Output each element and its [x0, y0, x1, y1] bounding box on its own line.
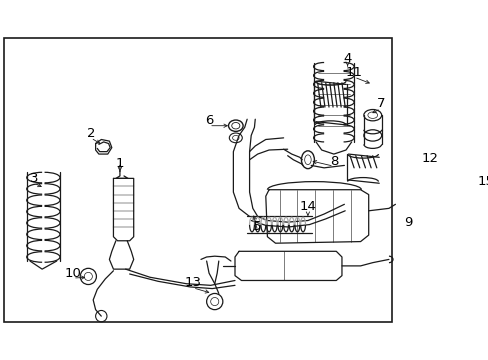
Text: 10: 10 — [64, 267, 81, 280]
Text: 6: 6 — [204, 114, 213, 127]
Text: 11: 11 — [345, 66, 362, 79]
Text: 13: 13 — [184, 276, 201, 289]
Text: 8: 8 — [329, 155, 337, 168]
Text: 15: 15 — [477, 175, 488, 188]
Text: 1: 1 — [116, 157, 124, 170]
Text: 7: 7 — [376, 97, 385, 110]
Text: 4: 4 — [343, 52, 351, 65]
Text: 14: 14 — [299, 200, 316, 213]
Text: 12: 12 — [421, 152, 438, 165]
Text: 2: 2 — [86, 126, 95, 140]
Text: 9: 9 — [404, 216, 412, 229]
Text: 5: 5 — [253, 220, 262, 233]
Text: 3: 3 — [30, 172, 38, 185]
